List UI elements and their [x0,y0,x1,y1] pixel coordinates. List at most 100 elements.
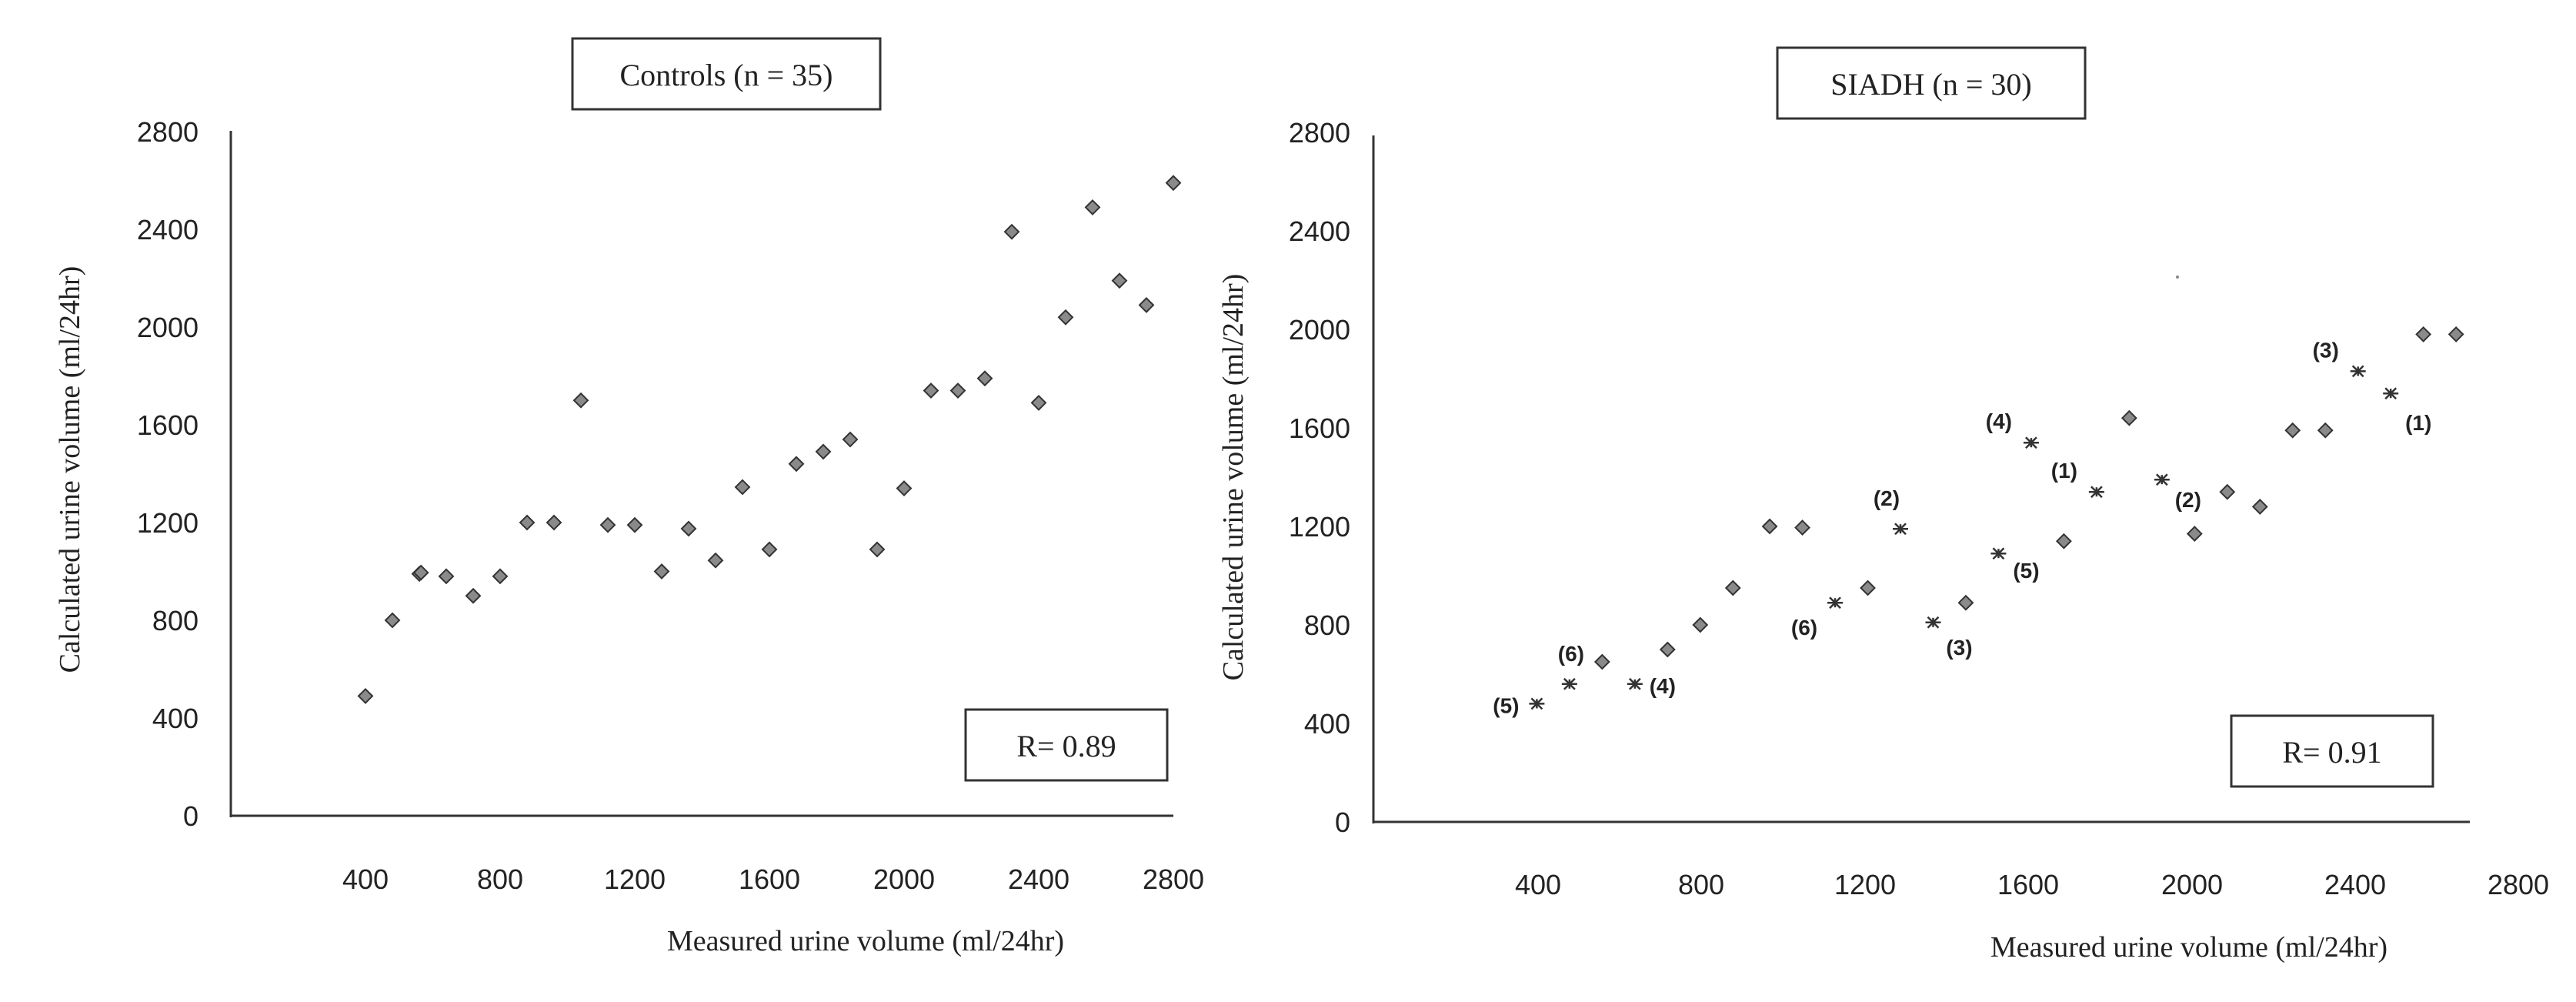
y-tick-label: 2800 [1289,117,1350,149]
y-tick-label: 800 [1304,610,1350,641]
data-point [923,382,939,399]
data-point [1827,596,1844,610]
x-tick-label: 1200 [1834,869,1896,900]
x-tick-label: 400 [1515,869,1561,900]
controls-data-points [357,175,1182,704]
point-label: (3) [2313,338,2339,362]
controls-title: Controls (n = 35) [620,58,833,92]
x-tick-label: 800 [477,863,523,895]
data-point [2088,486,2104,499]
data-point [869,541,886,558]
siadh-x-axis-title: Measured urine volume (ml/24hr) [1990,931,2387,964]
data-point [2055,533,2072,549]
data-point [707,552,724,569]
point-label: (6) [1558,642,1584,666]
siadh-point-labels: (5) (6) (4) (6) (2) (3) (5) (4) (1) (2) (3) (1) [1493,338,2431,717]
siadh-r-value: R= 0.91 [2282,735,2381,770]
data-point [976,370,993,387]
data-point [492,568,509,585]
controls-r-box [964,708,1169,782]
data-point [1561,677,1577,690]
y-tick-label: 0 [1335,807,1350,838]
data-point [949,382,966,399]
x-tick-label: 1600 [739,863,800,895]
data-point [2448,326,2464,342]
data-point [1957,594,1974,611]
data-point [357,688,374,704]
x-tick-label: 2800 [1143,863,1204,895]
controls-y-axis-title: Calculated urine volume (ml/24hr) [54,266,86,673]
data-point [438,568,455,585]
point-label: (3) [1946,636,1972,660]
siadh-y-axis-title: Calculated urine volume (ml/24hr) [1217,274,1250,681]
data-point [546,514,562,531]
data-point [2383,387,2399,400]
y-tick-label: 2000 [137,312,199,343]
siadh-title: SIADH (n = 30) [1830,67,2031,102]
data-point [1659,641,1676,658]
data-point [1990,547,2007,560]
x-tick-label: 2000 [873,863,935,895]
data-point [1925,616,1941,629]
y-tick-label: 2400 [1289,215,1350,247]
y-tick-label: 2400 [137,214,199,245]
x-tick-label: 800 [1678,869,1724,900]
controls-title-box [571,37,882,111]
controls-x-axis-title: Measured urine volume (ml/24hr) [667,925,1064,957]
siadh-x-tick-labels: 400 800 1200 1600 2000 2400 2800 [1515,869,2549,900]
data-point [2350,365,2366,378]
point-label: (4) [1986,409,2012,433]
point-label: (1) [2405,411,2431,435]
data-point [842,431,859,448]
data-point [1030,395,1047,411]
siadh-panel: SIADH (n = 30) 0 400 800 1200 1600 2000 … [1217,46,2549,964]
y-tick-label: 800 [152,605,199,636]
controls-panel: Controls (n = 35) 0 400 800 1200 1600 20… [54,37,1204,957]
data-point [1860,579,1876,596]
data-point [384,612,401,629]
scan-speck [2176,276,2179,279]
point-label: (6) [1791,616,1817,640]
data-point [1111,272,1128,289]
data-point [1761,518,1778,535]
x-tick-label: 1200 [604,863,666,895]
y-tick-label: 400 [152,703,199,734]
point-label: (4) [1650,674,1676,698]
point-label: (2) [1874,486,1900,510]
data-point [2415,326,2432,342]
data-point [1794,519,1810,536]
data-point [599,516,616,533]
y-tick-label: 1200 [1289,511,1350,543]
point-label: (5) [2013,559,2039,583]
data-point [1892,523,1908,536]
y-tick-label: 1200 [137,507,199,539]
data-point [412,564,429,581]
data-point [734,479,751,496]
x-tick-label: 2000 [2161,869,2223,900]
y-tick-label: 400 [1304,708,1350,740]
data-point [2121,409,2137,426]
data-point [1724,579,1741,596]
data-point [2317,422,2334,439]
point-label: (5) [1493,693,1519,717]
x-tick-label: 400 [342,863,389,895]
y-tick-label: 1600 [137,409,199,441]
siadh-r-box [2230,714,2434,788]
data-point [1529,697,1545,710]
y-tick-label: 2000 [1289,314,1350,346]
data-point [1003,223,1020,240]
data-point [465,587,482,604]
x-tick-label: 2400 [2324,869,2386,900]
point-label: (2) [2175,488,2201,512]
data-point [2251,498,2268,515]
controls-r-value: R= 0.89 [1016,729,1116,763]
x-tick-label: 2400 [1008,863,1069,895]
x-tick-label: 2800 [2488,869,2549,900]
data-point [788,456,805,473]
data-point [1627,677,1643,690]
data-point [1692,616,1709,633]
data-point [2284,422,2301,439]
data-point [653,563,670,579]
data-point [1084,199,1101,215]
